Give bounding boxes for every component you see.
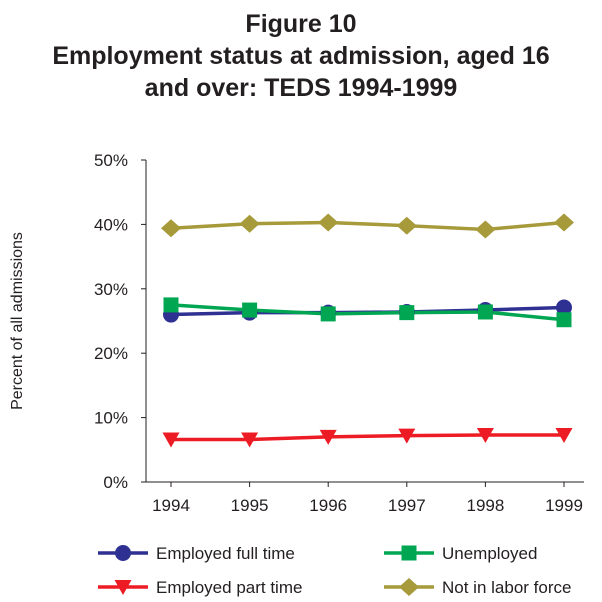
x-tick-label: 1999 xyxy=(545,496,583,515)
data-point-not-in-labor-force xyxy=(396,216,417,235)
chart-title-line-3: and over: TEDS 1994-1999 xyxy=(144,74,458,102)
series-lines xyxy=(170,220,565,442)
data-point-not-in-labor-force xyxy=(554,213,574,232)
data-point-employed-part-time xyxy=(398,428,416,444)
legend-label-not-in-labor-force: Not in labor force xyxy=(442,578,571,597)
series-markers xyxy=(161,213,574,448)
legend-marker-employed-full-time xyxy=(115,545,131,561)
chart-title: Figure 10 Employment status at admission… xyxy=(0,8,602,104)
data-point-unemployed xyxy=(320,306,336,322)
y-tick-label: 20% xyxy=(94,344,128,363)
legend-marker-unemployed xyxy=(401,545,417,561)
data-point-not-in-labor-force xyxy=(318,213,339,232)
chart-title-line-2: Employment status at admission, aged 16 xyxy=(52,42,550,70)
data-point-not-in-labor-force xyxy=(239,214,260,233)
data-point-not-in-labor-force xyxy=(161,219,181,238)
series-line-employed-part-time xyxy=(171,433,564,442)
legend-label-employed-full-time: Employed full time xyxy=(156,544,295,563)
data-point-employed-part-time xyxy=(555,427,573,443)
y-tick-label: 10% xyxy=(94,409,128,428)
y-tick-label: 0% xyxy=(103,473,128,492)
chart-title-line-1: Figure 10 xyxy=(245,10,357,38)
data-point-employed-part-time xyxy=(241,432,259,448)
x-tick-label: 1997 xyxy=(388,496,426,515)
y-tick-label: 30% xyxy=(94,280,128,299)
data-point-unemployed xyxy=(556,312,572,328)
legend-label-employed-part-time: Employed part time xyxy=(156,578,302,597)
y-tick-label: 40% xyxy=(94,215,128,234)
data-point-employed-full-time xyxy=(556,299,572,316)
x-tick-label: 1994 xyxy=(152,496,190,515)
series-line-unemployed xyxy=(170,303,565,322)
x-tick-label: 1995 xyxy=(231,496,269,515)
y-axis-label: Percent of all admissions xyxy=(9,232,26,410)
data-point-unemployed xyxy=(399,305,415,321)
x-tick-label: 1996 xyxy=(309,496,347,515)
x-tick-label: 1998 xyxy=(466,496,504,515)
axes: 0% 10% 20% 30% 40% 50% 1994 1995 1996 1997 1998 199… xyxy=(9,151,584,515)
data-point-unemployed xyxy=(163,297,179,313)
data-point-employed-part-time xyxy=(319,429,337,445)
legend: Employed full time Unemployed Employed par… xyxy=(98,544,571,597)
legend-marker-not-in-labor-force xyxy=(399,578,419,596)
data-point-unemployed xyxy=(242,302,258,318)
data-point-unemployed xyxy=(477,304,493,320)
data-point-employed-part-time xyxy=(162,432,180,448)
legend-label-unemployed: Unemployed xyxy=(442,544,537,563)
y-tick-label: 50% xyxy=(94,151,128,170)
data-point-employed-part-time xyxy=(476,427,494,443)
legend-marker-employed-part-time xyxy=(114,580,132,595)
data-point-not-in-labor-force xyxy=(475,220,496,239)
series-line-not-in-labor-force xyxy=(170,220,565,232)
